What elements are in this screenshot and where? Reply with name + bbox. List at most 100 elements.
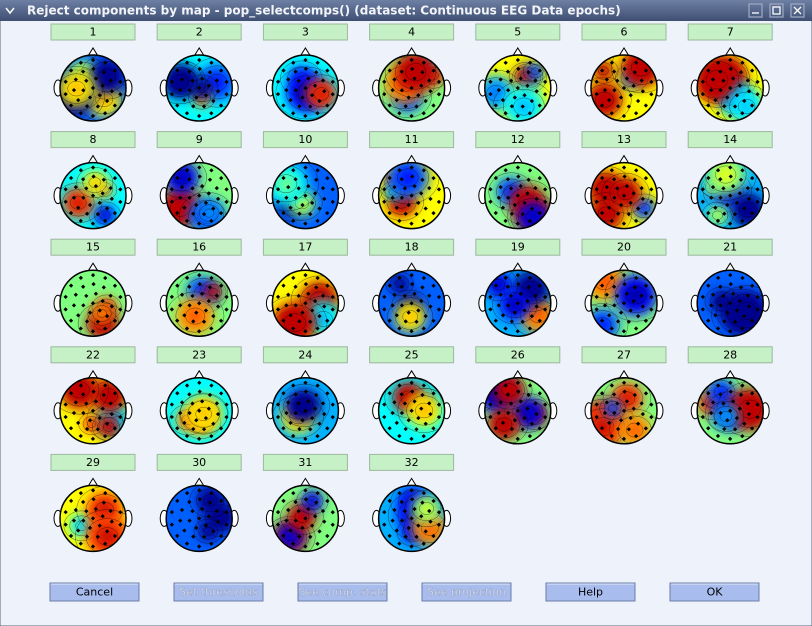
electrode [190,293,195,299]
component-label[interactable]: 10 [298,133,312,146]
component-button[interactable] [687,23,773,41]
contour [411,496,442,521]
component-button[interactable] [156,131,242,149]
electrode [498,292,503,297]
component-label[interactable]: 6 [621,26,628,39]
component-label[interactable]: 9 [196,133,203,146]
component-label[interactable]: 26 [511,348,525,361]
electrode [618,418,624,423]
component-button[interactable] [581,131,667,149]
component-button[interactable] [262,131,348,149]
component-button[interactable] [369,238,455,256]
window-controls[interactable] [748,3,805,18]
component-label[interactable]: 1 [90,26,97,39]
component-button[interactable] [687,238,773,256]
component-label[interactable]: 16 [192,241,206,254]
component-button[interactable] [687,131,773,149]
component-button[interactable] [369,131,455,149]
button-label[interactable]: Cancel [76,586,113,599]
component-button[interactable] [156,346,242,364]
button[interactable] [49,582,140,602]
component-button[interactable] [156,453,242,471]
component-button[interactable] [50,131,136,149]
electrode [732,319,738,324]
component-button[interactable] [156,238,242,256]
electrode [224,79,229,84]
component-label[interactable]: 14 [723,133,737,146]
component-label[interactable]: 30 [192,456,206,469]
electrode [191,534,196,539]
component-label[interactable]: 25 [405,348,419,361]
electrode [194,202,199,208]
component-button[interactable] [687,346,773,364]
component-label[interactable]: 17 [298,241,312,254]
button[interactable] [545,582,636,602]
component-button[interactable] [262,346,348,364]
electrode [738,285,744,290]
component-button[interactable] [369,453,455,471]
electrode [634,168,639,173]
component-label[interactable]: 23 [192,348,206,361]
component-label[interactable]: 18 [405,241,419,254]
component-label[interactable]: 19 [511,241,525,254]
component-label[interactable]: 13 [617,133,631,146]
component-button[interactable] [262,238,348,256]
electrode [382,307,387,312]
electrode [745,293,750,298]
component-button[interactable] [475,346,561,364]
component-label[interactable]: 15 [86,241,100,254]
component-label[interactable]: 31 [298,456,312,469]
component-button[interactable] [475,238,561,256]
component-label[interactable]: 24 [298,348,312,361]
component-label[interactable]: 4 [408,26,415,39]
electrode [68,175,74,181]
component-button[interactable] [581,346,667,364]
component-button[interactable] [475,131,561,149]
electrode [118,199,123,205]
component-label[interactable]: 32 [405,456,419,469]
component-button[interactable] [50,23,136,41]
component-label[interactable]: 29 [86,456,100,469]
button-label[interactable]: Help [578,586,603,599]
head-outline [377,377,446,445]
component-button[interactable] [50,238,136,256]
electrode [602,410,608,416]
component-label[interactable]: 2 [196,26,203,39]
component-button[interactable] [262,453,348,471]
electrode [615,401,620,406]
component-button[interactable] [475,23,561,41]
component-label[interactable]: 3 [302,26,309,39]
component-label[interactable]: 12 [511,133,525,146]
component-label[interactable]: 20 [617,241,631,254]
window-menu-icon[interactable] [5,7,15,15]
electrode [602,195,608,200]
electrode [308,427,313,432]
component-label[interactable]: 28 [723,348,737,361]
button[interactable] [669,582,760,602]
electrode [621,329,627,334]
component-button[interactable] [581,23,667,41]
component-label[interactable]: 21 [723,241,737,254]
electrode [84,78,89,83]
map-blob-core [403,309,418,324]
component-button[interactable] [50,346,136,364]
electrode [224,522,229,527]
contour [599,397,626,420]
component-button[interactable] [581,238,667,256]
map-blob-core [276,173,296,194]
component-label[interactable]: 22 [86,348,100,361]
component-button[interactable] [369,346,455,364]
electrode [68,68,74,73]
component-label[interactable]: 7 [727,26,734,39]
component-button[interactable] [156,23,242,41]
map-blob-core [531,67,539,75]
component-button[interactable] [262,23,348,41]
component-label[interactable]: 8 [90,133,97,146]
component-button[interactable] [369,23,455,41]
electrode [728,380,733,385]
component-label[interactable]: 11 [405,133,419,146]
component-label[interactable]: 5 [514,26,521,39]
component-label[interactable]: 27 [617,348,631,361]
button-label[interactable]: OK [707,586,724,599]
component-button[interactable] [50,453,136,471]
